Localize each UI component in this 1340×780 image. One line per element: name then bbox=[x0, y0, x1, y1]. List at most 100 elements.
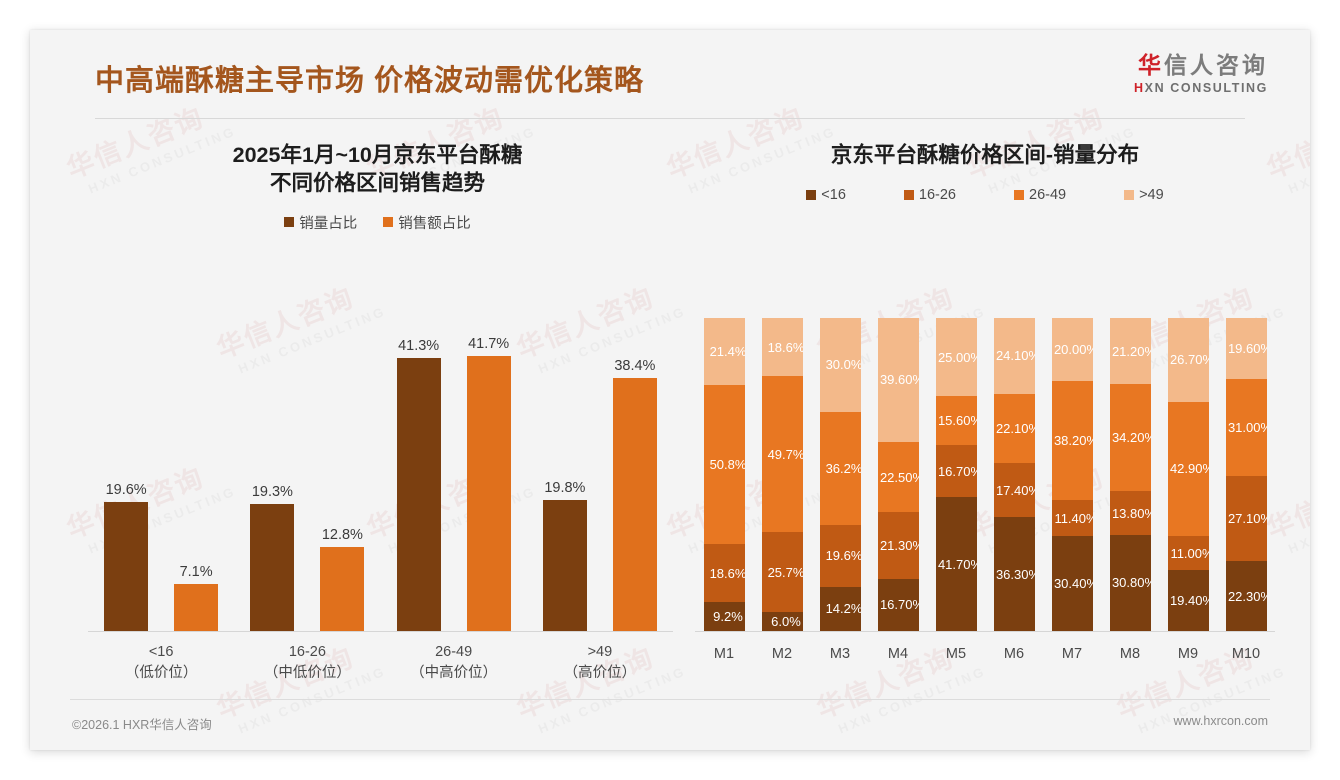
x-axis-label: M2 bbox=[771, 646, 793, 662]
legend-left-item[interactable]: 销量占比 bbox=[284, 212, 357, 233]
bar-column[interactable]: 7.1% bbox=[174, 334, 219, 631]
x-axis-label: 16-26 （中低价位） bbox=[234, 642, 380, 692]
stacked-segment-label: 30.0% bbox=[825, 357, 861, 373]
stacked-segment-label: 16.70% bbox=[937, 463, 977, 479]
legend-right-item[interactable]: <16 bbox=[806, 187, 846, 203]
stacked-segment-label: 50.8% bbox=[709, 456, 745, 472]
stacked-segment-label: 6.0% bbox=[771, 614, 801, 630]
stacked-bar-column[interactable]: 21.20% 34.20% 13.80% 30.80% bbox=[1101, 318, 1159, 631]
legend-label: <16 bbox=[821, 187, 846, 204]
legend-left-item[interactable]: 销售额占比 bbox=[383, 212, 471, 233]
legend-right-item[interactable]: 26-49 bbox=[1014, 187, 1066, 203]
stacked-bar-column[interactable]: 19.60% 31.00% 27.10% 22.30% bbox=[1217, 318, 1275, 631]
stacked-segment-label: 25.7% bbox=[767, 564, 803, 580]
stacked-segment-label: 49.7% bbox=[767, 446, 803, 462]
stacked-segment-label: 24.10% bbox=[995, 348, 1035, 364]
x-axis-label-main: 16-26 bbox=[288, 644, 326, 660]
stacked-bar-segment: 24.10% bbox=[993, 318, 1035, 394]
bar bbox=[396, 358, 441, 631]
slide-canvas: 华信人咨询 HXN CONSULTING 华信人咨询 HXN CONSULTING 华信… bbox=[30, 30, 1310, 750]
legend-label: 26-49 bbox=[1029, 187, 1067, 204]
bar-group: 19.8% 38.4% bbox=[527, 334, 673, 631]
brand-logo: 华信人咨询 HXN CONSULTING bbox=[1134, 52, 1268, 95]
logo-english: HXN CONSULTING bbox=[1134, 81, 1268, 95]
bar-column[interactable]: 41.7% bbox=[466, 334, 511, 631]
stacked-bar-segment: 11.40% bbox=[1051, 500, 1093, 536]
stacked-bar: 39.60% 22.50% 21.30% 16.70% bbox=[877, 318, 919, 632]
stacked-segment-label: 39.60% bbox=[879, 372, 919, 388]
stacked-bar-column[interactable]: 20.00% 38.20% 11.40% 30.40% bbox=[1043, 318, 1101, 631]
stacked-bar-segment: 27.10% bbox=[1225, 476, 1267, 562]
stacked-bar-segment: 6.0% bbox=[761, 612, 803, 631]
stacked-bar-segment: 17.40% bbox=[993, 462, 1035, 518]
stacked-bar-segment: 36.2% bbox=[819, 411, 861, 526]
x-axis-label: <16 （低价位） bbox=[88, 642, 234, 692]
stacked-bar-segment: 21.20% bbox=[1109, 318, 1151, 385]
stacked-bar-segment: 16.70% bbox=[935, 445, 977, 498]
stacked-bar-segment: 18.6% bbox=[761, 318, 803, 377]
stacked-bar-column[interactable]: 30.0% 36.2% 19.6% 14.2% bbox=[811, 318, 869, 632]
bar bbox=[612, 377, 657, 631]
bar bbox=[104, 501, 149, 631]
logo-english-red: H bbox=[1134, 81, 1145, 96]
legend-right-item[interactable]: >49 bbox=[1124, 187, 1164, 203]
stacked-bar-column[interactable]: 21.4% 50.8% 18.6% 9.2% bbox=[695, 318, 753, 631]
stacked-bar-segment: 19.6% bbox=[819, 525, 861, 587]
stacked-bar-column[interactable]: 18.6% 49.7% 25.7% 6.0% bbox=[753, 318, 811, 631]
stacked-segment-label: 20.00% bbox=[1053, 341, 1093, 357]
stacked-bar-column[interactable]: 24.10% 22.10% 17.40% 36.30% bbox=[985, 318, 1043, 632]
right-chart-legend: <16 16-26 26-49 >49 bbox=[685, 187, 1285, 203]
stacked-segment-label: 42.90% bbox=[1169, 461, 1209, 477]
x-axis-label: >49 （高价位） bbox=[527, 642, 673, 692]
bar-group: 41.3% 41.7% bbox=[381, 334, 527, 631]
stacked-segment-label: 21.20% bbox=[1111, 343, 1151, 359]
stacked-bar-segment: 39.60% bbox=[877, 318, 919, 442]
stacked-bar-segment: 22.30% bbox=[1225, 561, 1267, 631]
stacked-segment-label: 30.40% bbox=[1053, 575, 1093, 591]
stacked-bar-segment: 49.7% bbox=[761, 376, 803, 532]
header-divider bbox=[95, 118, 1245, 119]
grouped-bar-x-labels: <16 （低价位） 16-26 （中低价位） 26-49 （中高价位） >49 （高价位） bbox=[88, 642, 673, 692]
stacked-segment-label: 18.6% bbox=[767, 339, 803, 355]
x-axis-label: M7 bbox=[1061, 646, 1083, 662]
legend-swatch-icon bbox=[806, 190, 817, 201]
stacked-bar: 26.70% 42.90% 11.00% 19.40% bbox=[1167, 318, 1209, 632]
stacked-segment-label: 19.40% bbox=[1169, 593, 1209, 609]
bar-value-label: 12.8% bbox=[321, 526, 363, 543]
stacked-segment-label: 21.30% bbox=[879, 537, 919, 553]
x-axis-label: M3 bbox=[829, 646, 851, 662]
logo-chinese-red: 华 bbox=[1138, 52, 1164, 78]
bar-column[interactable]: 19.8% bbox=[542, 334, 587, 631]
stacked-segment-label: 22.50% bbox=[879, 469, 919, 485]
stacked-bar-column[interactable]: 39.60% 22.50% 21.30% 16.70% bbox=[869, 318, 927, 632]
stacked-bar-segment: 16.70% bbox=[877, 578, 919, 632]
stacked-segment-label: 38.20% bbox=[1053, 432, 1093, 448]
stacked-segment-label: 36.30% bbox=[995, 566, 1035, 582]
stacked-segment-label: 9.2% bbox=[713, 609, 743, 625]
stacked-bar: 20.00% 38.20% 11.40% 30.40% bbox=[1051, 318, 1093, 631]
footer-divider bbox=[70, 699, 1270, 700]
bar-column[interactable]: 38.4% bbox=[612, 334, 657, 631]
bar-column[interactable]: 19.6% bbox=[104, 334, 149, 631]
stacked-segment-label: 19.60% bbox=[1227, 341, 1267, 357]
stacked-bar-segment: 30.40% bbox=[1051, 535, 1093, 631]
stacked-segment-label: 41.70% bbox=[937, 556, 977, 572]
bar-column[interactable]: 12.8% bbox=[320, 334, 365, 631]
stacked-bar-column[interactable]: 25.00% 15.60% 16.70% 41.70% bbox=[927, 318, 985, 631]
stacked-bar-column[interactable]: 26.70% 42.90% 11.00% 19.40% bbox=[1159, 318, 1217, 632]
grouped-bar-axis-line bbox=[88, 631, 673, 632]
stacked-bar: 24.10% 22.10% 17.40% 36.30% bbox=[993, 318, 1035, 632]
x-axis-label-main: <16 bbox=[148, 644, 174, 660]
bar-column[interactable]: 19.3% bbox=[250, 334, 295, 631]
left-chart-panel: 2025年1月~10月京东平台酥糖 不同价格区间销售趋势 销量占比 销售额占比 1… bbox=[70, 122, 685, 710]
right-chart-title: 京东平台酥糖价格区间-销量分布 bbox=[830, 143, 1140, 167]
legend-label: 16-26 bbox=[918, 187, 956, 204]
logo-chinese-rest: 信人咨询 bbox=[1164, 52, 1268, 78]
bar-column[interactable]: 41.3% bbox=[396, 334, 441, 631]
stacked-bar-segment: 21.30% bbox=[877, 512, 919, 579]
legend-right-item[interactable]: 16-26 bbox=[903, 187, 956, 204]
stacked-bar-segment: 18.6% bbox=[703, 543, 745, 603]
bar-value-label: 7.1% bbox=[179, 564, 213, 581]
stacked-bar: 21.20% 34.20% 13.80% 30.80% bbox=[1109, 318, 1151, 631]
footer-copyright: ©2026.1 HXR华信人咨询 bbox=[72, 718, 212, 732]
